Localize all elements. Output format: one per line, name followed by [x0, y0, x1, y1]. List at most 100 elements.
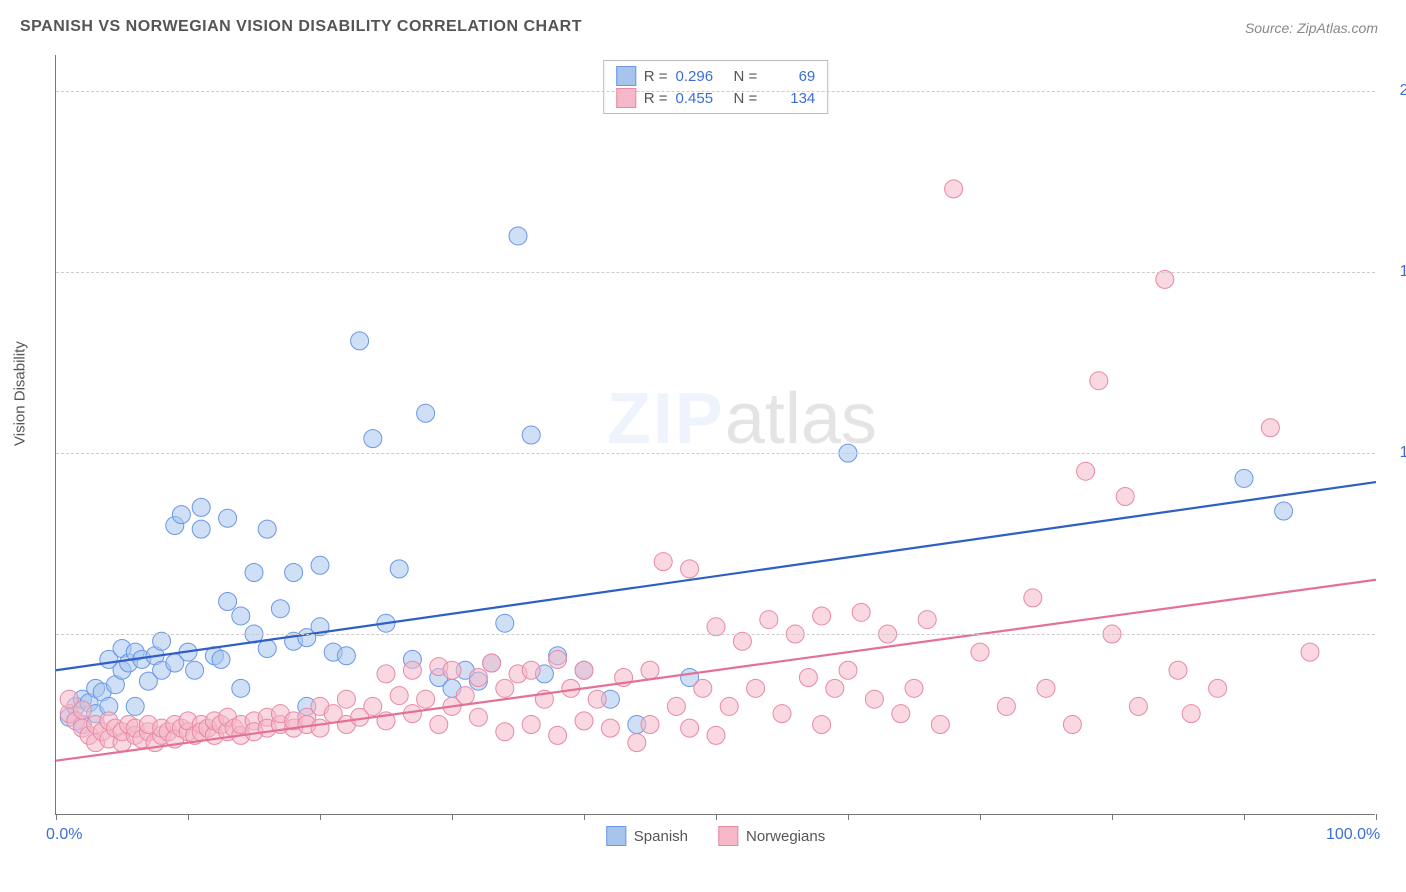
- scatter-point: [1024, 589, 1042, 607]
- scatter-point: [364, 697, 382, 715]
- scatter-point: [720, 697, 738, 715]
- x-tick: [848, 814, 849, 820]
- scatter-point: [549, 726, 567, 744]
- scatter-point: [931, 716, 949, 734]
- x-tick: [1376, 814, 1377, 820]
- scatter-point: [483, 654, 501, 672]
- scatter-point: [337, 690, 355, 708]
- scatter-point: [258, 640, 276, 658]
- scatter-point: [628, 734, 646, 752]
- scatter-point: [1182, 705, 1200, 723]
- scatter-point: [799, 668, 817, 686]
- scatter-point: [73, 701, 91, 719]
- scatter-point: [813, 607, 831, 625]
- gridline: [56, 453, 1375, 454]
- legend-swatch: [718, 826, 738, 846]
- scatter-point: [443, 661, 461, 679]
- legend-swatch: [606, 826, 626, 846]
- y-tick-label: 20.0%: [1400, 82, 1406, 100]
- scatter-point: [232, 607, 250, 625]
- legend-label: Spanish: [634, 828, 688, 845]
- scatter-point: [245, 564, 263, 582]
- scatter-point: [212, 650, 230, 668]
- scatter-point: [192, 520, 210, 538]
- scatter-point: [1275, 502, 1293, 520]
- x-tick: [56, 814, 57, 820]
- scatter-point: [1077, 462, 1095, 480]
- scatter-point: [126, 697, 144, 715]
- scatter-point: [403, 661, 421, 679]
- chart-title: SPANISH VS NORWEGIAN VISION DISABILITY C…: [20, 18, 582, 36]
- scatter-point: [694, 679, 712, 697]
- scatter-point: [1037, 679, 1055, 697]
- legend-item: Spanish: [606, 826, 688, 846]
- scatter-point: [522, 716, 540, 734]
- y-axis-label: Vision Disability: [12, 341, 29, 446]
- scatter-point: [172, 506, 190, 524]
- scatter-point: [852, 603, 870, 621]
- gridline: [56, 634, 1375, 635]
- scatter-point: [905, 679, 923, 697]
- scatter-point: [496, 723, 514, 741]
- scatter-point: [351, 332, 369, 350]
- scatter-point: [390, 560, 408, 578]
- scatter-point: [186, 661, 204, 679]
- scatter-point: [496, 679, 514, 697]
- scatter-point: [839, 661, 857, 679]
- scatter-point: [285, 564, 303, 582]
- x-tick: [716, 814, 717, 820]
- scatter-point: [377, 665, 395, 683]
- bottom-legend: Spanish Norwegians: [606, 826, 825, 846]
- scatter-point: [232, 679, 250, 697]
- scatter-point: [1129, 697, 1147, 715]
- scatter-point: [1261, 419, 1279, 437]
- scatter-point: [641, 716, 659, 734]
- scatter-point: [192, 498, 210, 516]
- scatter-point: [588, 690, 606, 708]
- legend-label: Norwegians: [746, 828, 825, 845]
- scatter-point: [773, 705, 791, 723]
- scatter-point: [760, 611, 778, 629]
- scatter-point: [311, 719, 329, 737]
- scatter-point: [549, 650, 567, 668]
- x-tick: [980, 814, 981, 820]
- scatter-point: [1209, 679, 1227, 697]
- scatter-point: [681, 560, 699, 578]
- x-tick-label: 0.0%: [46, 826, 82, 844]
- scatter-point: [1235, 469, 1253, 487]
- scatter-point: [469, 668, 487, 686]
- scatter-point: [1090, 372, 1108, 390]
- scatter-point: [219, 592, 237, 610]
- scatter-point: [430, 716, 448, 734]
- scatter-point: [456, 687, 474, 705]
- scatter-point: [1063, 716, 1081, 734]
- gridline: [56, 272, 1375, 273]
- x-tick: [320, 814, 321, 820]
- scatter-point: [469, 708, 487, 726]
- scatter-point: [271, 600, 289, 618]
- r-value: 0.296: [676, 68, 726, 85]
- scatter-point: [826, 679, 844, 697]
- chart-plot-area: R =0.296N =69R =0.455N =134 ZIPatlas Spa…: [55, 55, 1375, 815]
- scatter-point: [892, 705, 910, 723]
- scatter-point: [258, 520, 276, 538]
- scatter-point: [707, 726, 725, 744]
- stats-row: R =0.296N =69: [616, 65, 816, 87]
- scatter-point: [575, 712, 593, 730]
- scatter-point: [364, 430, 382, 448]
- scatter-point: [654, 553, 672, 571]
- scatter-point: [681, 719, 699, 737]
- scatter-point: [496, 614, 514, 632]
- scatter-point: [601, 719, 619, 737]
- scatter-point: [390, 687, 408, 705]
- x-tick: [188, 814, 189, 820]
- scatter-point: [918, 611, 936, 629]
- scatter-svg: [56, 55, 1375, 814]
- scatter-point: [997, 697, 1015, 715]
- x-tick-label: 100.0%: [1326, 826, 1380, 844]
- scatter-point: [813, 716, 831, 734]
- scatter-point: [641, 661, 659, 679]
- scatter-point: [311, 556, 329, 574]
- scatter-point: [522, 661, 540, 679]
- scatter-point: [865, 690, 883, 708]
